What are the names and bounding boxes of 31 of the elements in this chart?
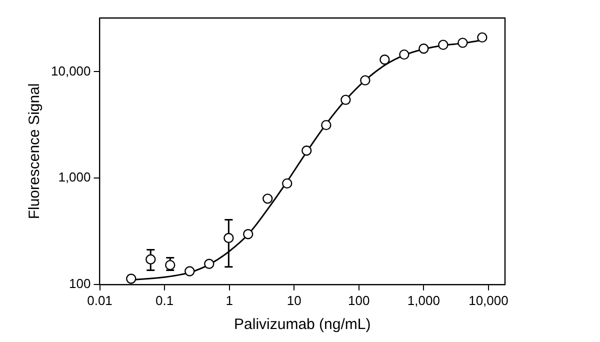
point [438,40,448,50]
point [458,38,468,48]
x-tick-label: 10 [286,292,302,308]
point [184,266,195,276]
x-tick-label: 0.1 [156,292,174,308]
x-axis-title: Palivizumab (ng/mL) [234,316,371,334]
y-tick-label: 100 [69,276,91,291]
point [340,94,351,105]
point [302,146,312,156]
point [262,194,273,204]
point [321,120,332,130]
point [380,54,390,65]
x-tick-label: 1 [226,292,233,308]
x-tick-label: 1,000 [407,292,440,308]
x-tick-label: 100 [348,292,370,308]
x-tick-label: 0.01 [87,292,112,308]
y-axis-title: Fluorescence Signal [26,83,44,220]
y-tick-label: 10,000 [50,63,91,78]
point [165,260,176,270]
point [146,254,156,264]
point [204,258,214,269]
x-tick-label: 10,000 [468,292,508,308]
point [243,229,254,240]
point [126,274,136,284]
point [360,75,370,86]
point [399,49,410,60]
point [224,232,234,244]
point [418,43,429,54]
point [477,32,488,43]
point [282,178,292,189]
y-tick-label: 1,000 [58,170,91,185]
